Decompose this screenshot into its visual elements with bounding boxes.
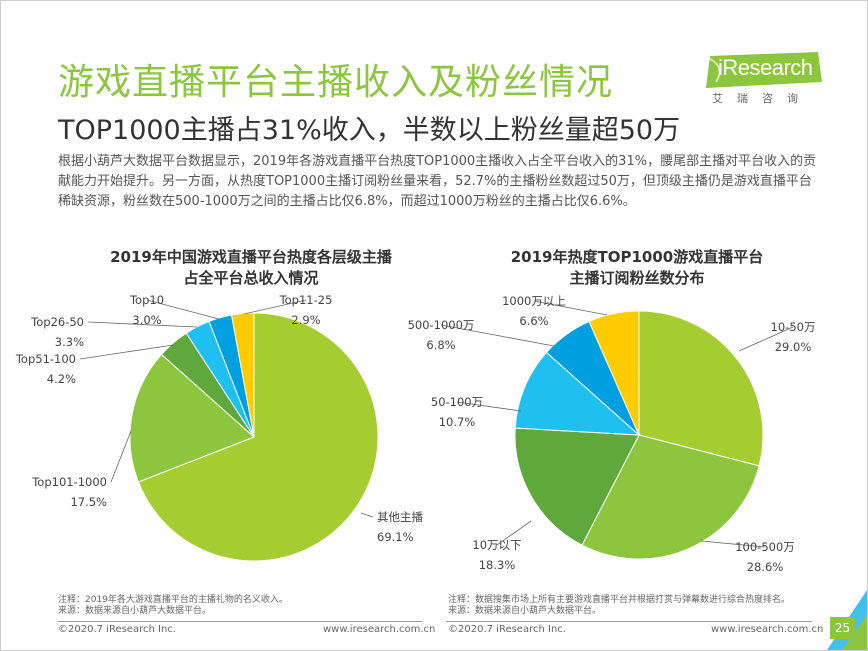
pie-slice-1-2 [514,427,640,546]
slice-value-1-2: 18.3% [479,558,516,572]
page-number: 25 [830,617,855,639]
slice-label-1-0: 10-50万 [771,320,816,334]
leader-line-1-4 [440,324,555,347]
leader-line-0-5 [243,299,307,315]
left-note: 注释：2019年各大游戏直播平台的主播礼物的名义收入。 来源：数据来源自小葫芦大… [58,595,288,617]
left-source-line: 来源：数据来源自小葫芦大数据平台。 [58,606,212,616]
slice-label-0-4: Top10 [129,293,164,307]
left-footer-copyright: ©2020.7 iResearch Inc. [58,624,176,635]
slice-value-1-0: 29.0% [775,340,812,354]
leader-line-0-3 [87,321,198,328]
slice-label-1-2: 10万以下 [472,538,521,552]
slice-label-1-3: 50-100万 [431,395,483,409]
left-chart-title-line2: 占全平台总收入情况 [183,269,319,287]
slice-value-1-1: 28.6% [747,560,784,574]
slice-value-0-0: 69.1% [377,530,414,544]
left-chart-title-line1: 2019年中国游戏直播平台热度各层级主播 [110,248,392,266]
logo-mark-icon [706,52,822,88]
left-chart-title: 2019年中国游戏直播平台热度各层级主播 占全平台总收入情况 [71,247,431,289]
right-chart-title-line1: 2019年热度TOP1000游戏直播平台 [510,248,764,266]
leader-line-1-1 [700,540,766,548]
slice-value-0-2: 4.2% [47,372,76,386]
pie-slice-1-5 [588,310,640,436]
slice-value-1-4: 6.8% [426,338,455,352]
pie-slice-0-0 [137,312,379,562]
pie-slice-0-1 [129,353,255,483]
slice-label-1-1: 100-500万 [735,540,795,554]
left-footer-divider [58,621,422,622]
page-subtitle: TOP1000主播占31%收入，半数以上粉丝量超50万 [58,115,681,146]
slice-value-0-3: 3.3% [55,335,84,349]
right-note: 注释：数据搜集市场上所有主要游戏直播平台并根据打赏与弹幕数进行综合热度排名。 来… [448,595,790,617]
left-footer-url: www.iresearch.com.cn [323,624,436,635]
pie-charts-canvas: 其他主播 69.1% Top101-1000 17.5% Top51-100 4.2% To… [15,293,816,574]
description-paragraph: 根据小葫芦大数据平台数据显示，2019年各游戏直播平台热度TOP1000主播收入… [58,154,817,209]
iresearch-logo: iResearch 艾瑞咨询 [706,52,822,112]
right-footer-url: www.iresearch.com.cn [711,624,824,635]
pie-slice-0-5 [230,312,255,438]
leader-line-1-3 [456,401,522,412]
slice-label-0-5: Top11-25 [279,293,333,307]
leader-line-0-0 [360,512,374,518]
slice-label-0-1: Top101-1000 [31,475,107,489]
page-title: 游戏直播平台主播收入及粉丝情况 [58,62,614,103]
logo-chinese-text: 艾瑞咨询 [712,92,812,105]
right-source-line: 来源：数据来源自小葫芦大数据平台。 [448,606,602,616]
slice-label-1-4: 500-1000万 [408,318,475,332]
right-footer-copyright: ©2020.7 iResearch Inc. [448,624,566,635]
slice-label-1-5: 1000万以上 [502,294,566,308]
right-note-line1: 注释：数据搜集市场上所有主要游戏直播平台并根据打赏与弹幕数进行综合热度排名。 [448,595,791,605]
slice-value-0-5: 2.9% [291,313,320,327]
slice-label-0-2: Top51-100 [15,352,76,366]
leader-line-0-2 [79,344,174,360]
logo-brand-text: iResearch [718,55,813,80]
pie-slice-1-0 [638,310,764,467]
slice-value-0-1: 17.5% [70,495,107,509]
pie-slice-1-1 [581,434,760,560]
leader-line-1-5 [533,300,608,316]
leader-line-1-2 [496,520,532,546]
slice-value-0-4: 3.0% [132,313,161,327]
leader-line-1-0 [738,326,794,352]
leader-line-0-1 [110,430,132,483]
slice-value-1-5: 6.6% [519,314,548,328]
slice-label-0-3: Top26-50 [30,315,84,329]
left-note-line1: 注释：2019年各大游戏直播平台的主播礼物的名义收入。 [58,595,288,605]
slice-label-0-0: 其他主播 [377,510,423,524]
right-footer-divider [446,621,812,622]
right-chart-title: 2019年热度TOP1000游戏直播平台 主播订阅粉丝数分布 [467,247,807,289]
right-chart-title-line2: 主播订阅粉丝数分布 [569,269,705,287]
slice-value-1-3: 10.7% [439,415,476,429]
pie-slice-1-3 [514,351,641,436]
leader-line-0-4 [146,299,220,320]
